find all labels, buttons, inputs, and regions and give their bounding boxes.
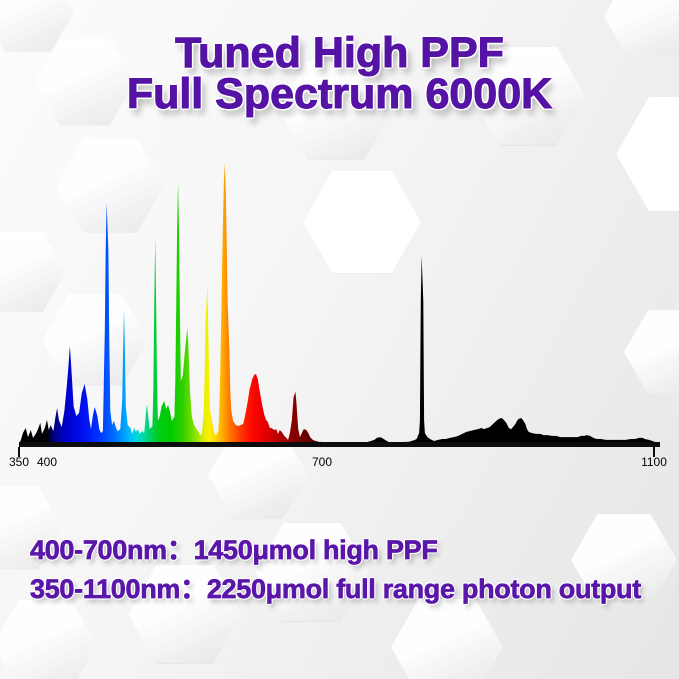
spectrum-area [19,163,659,447]
hexagon-decoration [571,514,677,606]
x-axis-tick-label: 400 [36,455,58,469]
x-axis-tick-label: 700 [311,455,333,469]
hexagon-decoration [255,522,369,622]
title-line-2: Full Spectrum 6000K [126,70,553,118]
hexagon-decoration [42,294,148,386]
page-title: Tuned High PPF Full Spectrum 6000K [0,29,679,118]
title-line-1: Tuned High PPF [175,29,505,77]
ppf-400-700-text: 400-700nm：1450μmol high PPF [30,535,439,566]
spec-summary: 400-700nm：1450μmol high PPF 350-1100nm：2… [30,531,642,609]
hexagon-decoration [471,46,585,146]
x-axis-tick-label: 350 [8,455,30,469]
hexagon-decoration [128,564,242,664]
hexagon-decoration [56,139,164,233]
x-axis-line [19,442,660,447]
hexagon-decoration [279,60,393,160]
ppf-350-1100-text: 350-1100nm：2250μmol full range photon ou… [30,574,642,605]
x-axis-tick-label: 1100 [641,455,667,469]
